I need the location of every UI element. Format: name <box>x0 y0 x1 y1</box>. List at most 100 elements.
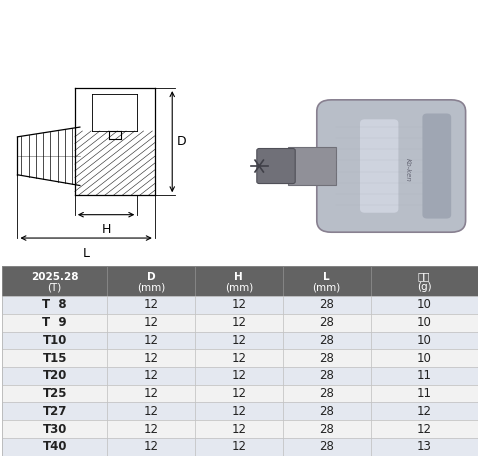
Bar <box>195 438 283 456</box>
Text: T  9: T 9 <box>42 316 67 329</box>
Text: T20: T20 <box>43 370 67 382</box>
Bar <box>195 266 283 296</box>
Text: 10: 10 <box>417 352 432 365</box>
Text: 12: 12 <box>231 370 246 382</box>
Bar <box>195 296 283 314</box>
Text: L: L <box>324 272 330 282</box>
Bar <box>283 349 371 367</box>
Bar <box>371 296 478 314</box>
Text: H: H <box>234 272 243 282</box>
Bar <box>2 266 107 296</box>
Text: T40: T40 <box>42 440 67 453</box>
Text: 12: 12 <box>144 440 158 453</box>
Bar <box>2 385 107 403</box>
Bar <box>195 420 283 438</box>
Text: 28: 28 <box>319 423 334 436</box>
Text: 12: 12 <box>231 405 246 418</box>
Bar <box>107 296 195 314</box>
Text: 28: 28 <box>319 299 334 311</box>
Bar <box>195 367 283 385</box>
Text: 12: 12 <box>231 440 246 453</box>
Bar <box>2 314 107 332</box>
Bar <box>371 438 478 456</box>
Text: (T): (T) <box>48 283 62 293</box>
Bar <box>288 147 336 185</box>
Text: 28: 28 <box>319 440 334 453</box>
FancyBboxPatch shape <box>360 119 398 213</box>
Bar <box>371 367 478 385</box>
Text: 12: 12 <box>144 370 158 382</box>
Text: 12: 12 <box>231 299 246 311</box>
Bar <box>107 314 195 332</box>
Bar <box>283 385 371 403</box>
Bar <box>195 385 283 403</box>
Text: 28: 28 <box>319 405 334 418</box>
Text: 12: 12 <box>144 423 158 436</box>
Bar <box>107 438 195 456</box>
Bar <box>371 332 478 349</box>
Bar <box>107 367 195 385</box>
Text: 重量: 重量 <box>418 272 431 282</box>
Bar <box>2 438 107 456</box>
Bar <box>371 314 478 332</box>
Text: L: L <box>83 247 90 260</box>
Text: T15: T15 <box>42 352 67 365</box>
Text: 10: 10 <box>417 299 432 311</box>
Bar <box>371 385 478 403</box>
Text: 12: 12 <box>417 405 432 418</box>
Bar <box>371 349 478 367</box>
FancyBboxPatch shape <box>422 114 451 218</box>
Text: 12: 12 <box>144 352 158 365</box>
Text: H: H <box>101 224 111 236</box>
Text: 13: 13 <box>417 440 432 453</box>
FancyBboxPatch shape <box>257 148 295 184</box>
Text: 12: 12 <box>144 316 158 329</box>
Bar <box>195 403 283 420</box>
Bar <box>283 403 371 420</box>
Text: 2025.28: 2025.28 <box>31 272 78 282</box>
Bar <box>283 296 371 314</box>
Text: 12: 12 <box>231 352 246 365</box>
Text: Ko-ken: Ko-ken <box>405 158 411 182</box>
Text: (g): (g) <box>417 283 432 293</box>
Bar <box>107 403 195 420</box>
Bar <box>107 349 195 367</box>
Text: 28: 28 <box>319 352 334 365</box>
Bar <box>195 349 283 367</box>
Text: 12: 12 <box>144 387 158 400</box>
Bar <box>107 332 195 349</box>
Text: 10: 10 <box>417 334 432 347</box>
Text: D: D <box>146 272 155 282</box>
Bar <box>2 296 107 314</box>
Bar <box>107 266 195 296</box>
Text: 12: 12 <box>144 405 158 418</box>
Bar <box>371 420 478 438</box>
Text: T  8: T 8 <box>42 299 67 311</box>
Text: T10: T10 <box>43 334 67 347</box>
Text: 12: 12 <box>417 423 432 436</box>
Text: 10: 10 <box>417 316 432 329</box>
Text: 28: 28 <box>319 316 334 329</box>
Text: 12: 12 <box>231 334 246 347</box>
Bar <box>283 266 371 296</box>
Text: 11: 11 <box>417 387 432 400</box>
Text: 12: 12 <box>144 334 158 347</box>
FancyBboxPatch shape <box>317 100 466 232</box>
Bar <box>2 420 107 438</box>
Bar <box>2 403 107 420</box>
Text: D: D <box>177 135 187 148</box>
Text: 12: 12 <box>231 316 246 329</box>
Bar <box>2 367 107 385</box>
Bar <box>371 403 478 420</box>
Text: 11: 11 <box>417 370 432 382</box>
Bar <box>107 385 195 403</box>
Text: T25: T25 <box>42 387 67 400</box>
Bar <box>107 420 195 438</box>
Text: T30: T30 <box>43 423 67 436</box>
Bar <box>2 332 107 349</box>
Text: T27: T27 <box>43 405 67 418</box>
Text: 28: 28 <box>319 334 334 347</box>
Bar <box>195 332 283 349</box>
Text: 12: 12 <box>231 387 246 400</box>
Text: (mm): (mm) <box>137 283 165 293</box>
